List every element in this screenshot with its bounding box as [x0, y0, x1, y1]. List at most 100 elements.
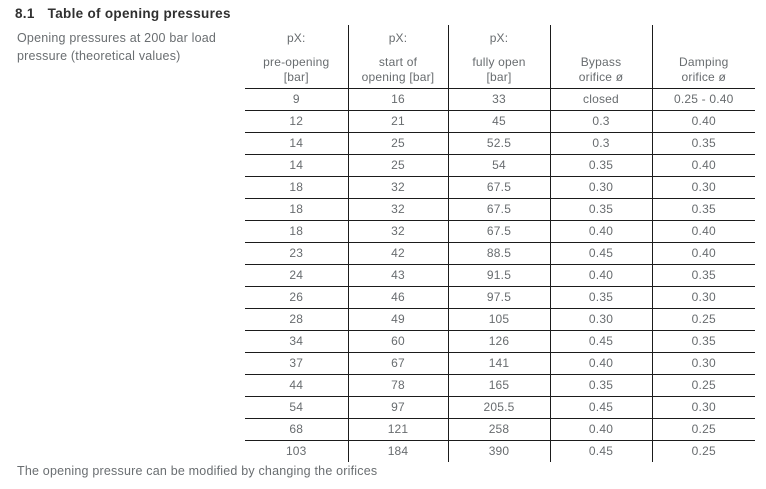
table-cell: 32: [347, 176, 448, 199]
column-header-spacer: [551, 31, 652, 46]
table-cell: 44: [245, 374, 348, 397]
table-cell: 42: [347, 242, 448, 265]
table-cell: 45: [447, 110, 550, 133]
table-row: 14 25 54 0.35 0.40: [245, 154, 755, 177]
table-cell: 0.40: [651, 110, 755, 133]
column-header-px: pX:: [388, 30, 408, 45]
table-cell: 32: [347, 198, 448, 221]
opening-pressures-table: pX: pre-opening [bar] pX: start of openi…: [245, 25, 755, 462]
column-header-unit: orifice ø: [578, 69, 624, 84]
table-cell: 12: [245, 110, 348, 133]
table-cell: 21: [347, 110, 448, 133]
column-header-spacer: [653, 31, 756, 46]
table-cell: 9: [245, 88, 348, 111]
table-cell: 0.40: [549, 264, 652, 287]
column-header-label: fully open: [472, 54, 526, 69]
table-row: 34 60 126 0.45 0.35: [245, 330, 755, 353]
table-cell: 88.5: [447, 242, 550, 265]
table-row: 37 67 141 0.40 0.30: [245, 352, 755, 375]
table-cell: 97: [347, 396, 448, 419]
table-cell: 52.5: [447, 132, 550, 155]
table-cell: 0.25: [651, 418, 755, 441]
table-cell: 0.30: [549, 176, 652, 199]
table-cell: 0.35: [651, 132, 755, 155]
table-row: 28 49 105 0.30 0.25: [245, 308, 755, 331]
section-heading: 8.1 Table of opening pressures: [15, 6, 231, 21]
table-cell: 184: [347, 440, 448, 462]
table-cell: 0.25: [651, 308, 755, 331]
table-cell: 24: [245, 264, 348, 287]
column-header-label: start of: [378, 54, 418, 69]
table-cell: 46: [347, 286, 448, 309]
table-cell: 141: [447, 352, 550, 375]
section-number: 8.1: [15, 6, 35, 21]
column-header-damping-orifice: Damping orifice ø: [651, 25, 756, 89]
table-cell: 18: [245, 220, 348, 243]
column-header-px: pX:: [286, 30, 306, 45]
column-header-unit: opening [bar]: [361, 69, 435, 84]
table-cell: 0.25 - 0.40: [651, 88, 755, 111]
column-header-label: Damping: [679, 54, 729, 69]
table-cell: 0.35: [549, 198, 652, 221]
table-cell: 34: [245, 330, 348, 353]
column-header-pre-opening: pX: pre-opening [bar]: [245, 25, 348, 89]
table-cell: 18: [245, 176, 348, 199]
table-cell: 54: [447, 154, 550, 177]
table-cell: 0.25: [651, 374, 755, 397]
table-cell: 91.5: [447, 264, 550, 287]
table-cell: 0.40: [651, 242, 755, 265]
table-cell: 78: [347, 374, 448, 397]
table-cell: 0.3: [549, 132, 652, 155]
table-cell: 25: [347, 132, 448, 155]
section-title: Table of opening pressures: [47, 6, 231, 21]
table-cell: 0.40: [549, 352, 652, 375]
table-cell: 0.35: [549, 374, 652, 397]
table-cell: 0.25: [651, 440, 755, 462]
table-cell: 97.5: [447, 286, 550, 309]
column-header-label: Bypass: [580, 54, 622, 69]
table-cell: 32: [347, 220, 448, 243]
table-cell: 23: [245, 242, 348, 265]
table-row: 68 121 258 0.40 0.25: [245, 418, 755, 441]
table-cell: 0.35: [651, 264, 755, 287]
footer-note: The opening pressure can be modified by …: [17, 464, 378, 478]
table-cell: 0.3: [549, 110, 652, 133]
table-row: 12 21 45 0.3 0.40: [245, 110, 755, 133]
intro-line-2: pressure (theoretical values): [17, 49, 181, 63]
table-cell: 49: [347, 308, 448, 331]
table-header-row: pX: pre-opening [bar] pX: start of openi…: [245, 25, 756, 89]
table-cell: 103: [285, 444, 307, 459]
table-cell: 205.5: [447, 396, 550, 419]
table-row: 44 78 165 0.35 0.25: [245, 374, 755, 397]
table-cell: 67.5: [447, 220, 550, 243]
table-cell: 0.30: [651, 396, 755, 419]
table-cell: 0.40: [651, 220, 755, 243]
table-row: 54 97 205.5 0.45 0.30: [245, 396, 755, 419]
column-header-bypass-orifice: Bypass orifice ø: [549, 25, 652, 89]
table-cell: 14: [245, 132, 348, 155]
table-body: 9 16 33 closed 0.25 - 0.40 12 21 45 0.3 0.40 14 25 5…: [245, 88, 755, 462]
table-cell: 68: [245, 418, 348, 441]
table-cell: 0.35: [651, 330, 755, 353]
column-header-unit: [bar]: [283, 69, 309, 84]
table-row: 26 46 97.5 0.35 0.30: [245, 286, 755, 309]
table-cell: 26: [245, 286, 348, 309]
table-cell: 0.40: [651, 154, 755, 177]
table-cell: 0.40: [549, 220, 652, 243]
table-cell: 126: [447, 330, 550, 353]
column-header-unit: orifice ø: [681, 69, 726, 84]
table-header: pX: pre-opening [bar] pX: start of openi…: [245, 25, 756, 89]
table-cell: 390: [447, 440, 550, 462]
table-cell: 33: [447, 88, 550, 111]
column-header-px: pX:: [489, 30, 509, 45]
table-cell: 0.45: [549, 330, 652, 353]
table-cell: 0.40: [549, 418, 652, 441]
table-cell: 0.45: [549, 396, 652, 419]
table-cell: 67: [347, 352, 448, 375]
table-cell: 67.5: [447, 198, 550, 221]
table-row: 24 43 91.5 0.40 0.35: [245, 264, 755, 287]
table-cell: 18: [245, 198, 348, 221]
table-cell: 0.35: [549, 286, 652, 309]
table-cell: 0.45: [549, 440, 652, 462]
